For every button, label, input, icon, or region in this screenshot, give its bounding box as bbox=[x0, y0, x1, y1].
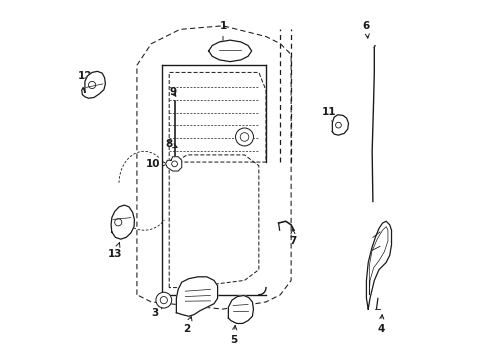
Circle shape bbox=[240, 133, 248, 141]
Circle shape bbox=[115, 219, 122, 226]
Polygon shape bbox=[208, 40, 251, 62]
Polygon shape bbox=[81, 71, 105, 98]
Text: 5: 5 bbox=[230, 325, 237, 345]
Text: 13: 13 bbox=[108, 243, 122, 258]
Text: 12: 12 bbox=[78, 71, 95, 83]
Circle shape bbox=[335, 122, 341, 128]
Text: 11: 11 bbox=[321, 107, 335, 123]
Circle shape bbox=[171, 161, 177, 167]
Text: 10: 10 bbox=[145, 159, 167, 169]
Circle shape bbox=[160, 297, 167, 304]
Circle shape bbox=[88, 81, 96, 89]
Text: 4: 4 bbox=[376, 315, 384, 334]
Circle shape bbox=[235, 128, 253, 146]
Polygon shape bbox=[176, 277, 217, 316]
Polygon shape bbox=[332, 115, 348, 135]
Text: 8: 8 bbox=[165, 139, 177, 149]
Circle shape bbox=[156, 292, 171, 308]
Text: 1: 1 bbox=[219, 21, 226, 45]
Polygon shape bbox=[165, 157, 182, 171]
Text: 6: 6 bbox=[362, 21, 369, 38]
Text: 9: 9 bbox=[169, 87, 176, 97]
Polygon shape bbox=[366, 221, 391, 309]
Polygon shape bbox=[228, 296, 253, 323]
Text: 2: 2 bbox=[183, 316, 192, 334]
Polygon shape bbox=[111, 205, 134, 239]
Text: 7: 7 bbox=[288, 229, 296, 246]
Text: 3: 3 bbox=[151, 304, 163, 318]
